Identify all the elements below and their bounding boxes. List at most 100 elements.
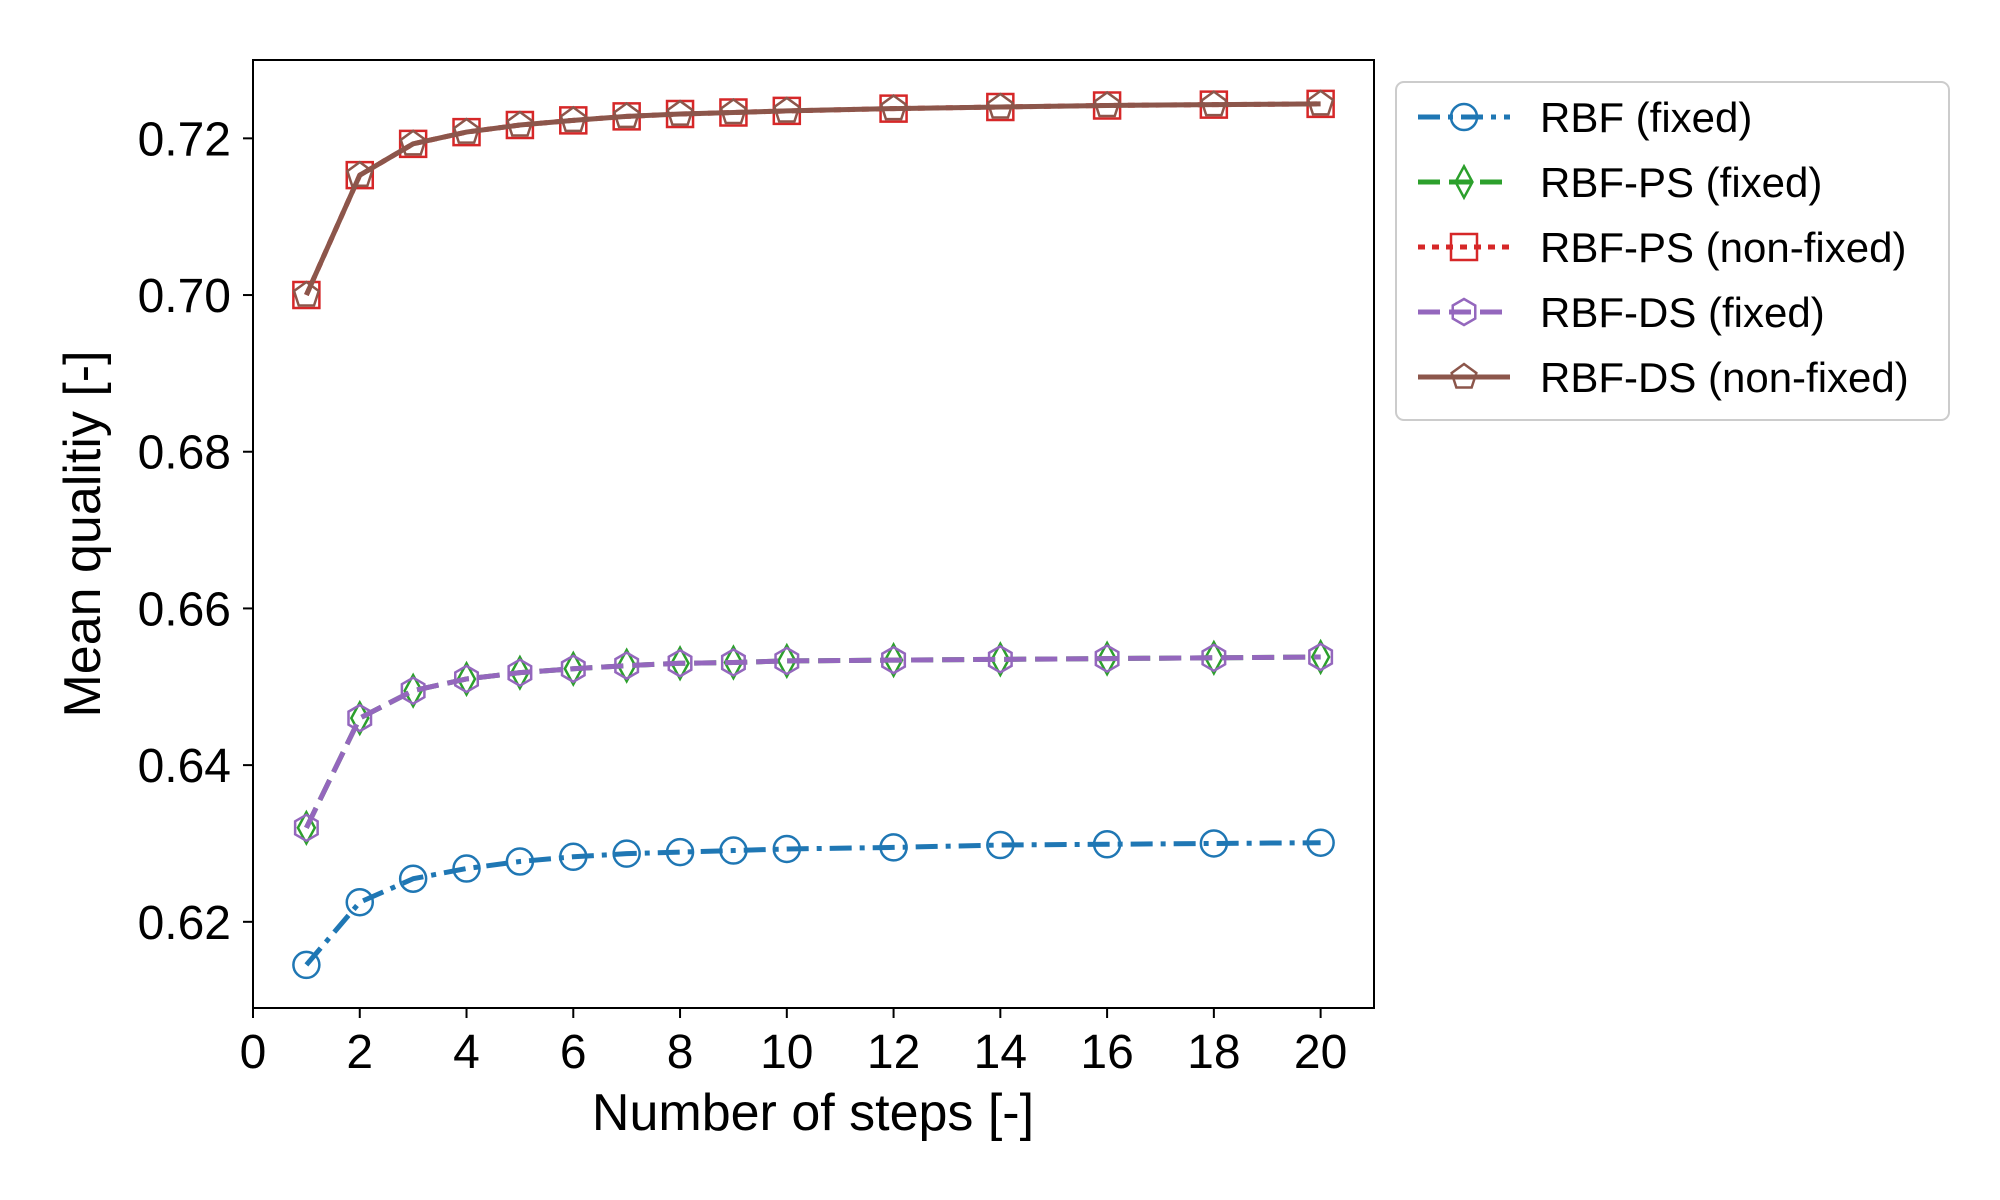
- data-point: [510, 654, 530, 691]
- x-tick-label: 10: [760, 1026, 813, 1079]
- legend-label: RBF-DS (non-fixed): [1540, 354, 1909, 401]
- data-point: [772, 96, 801, 123]
- data-point: [560, 654, 586, 684]
- x-tick-label: 0: [240, 1026, 267, 1079]
- x-tick-label: 12: [867, 1026, 920, 1079]
- data-point: [559, 842, 588, 872]
- data-point: [456, 660, 477, 698]
- data-point: [506, 110, 534, 137]
- data-point: [881, 645, 907, 675]
- data-point: [292, 950, 321, 980]
- data-point: [399, 129, 427, 156]
- data-point: [398, 864, 428, 893]
- data-point: [670, 645, 690, 682]
- data-point: [614, 651, 640, 681]
- x-tick-label: 18: [1187, 1026, 1240, 1079]
- data-point: [990, 641, 1011, 678]
- data-point: [1306, 828, 1335, 857]
- x-tick-label: 16: [1080, 1026, 1133, 1079]
- data-point: [1203, 639, 1224, 677]
- data-point: [719, 98, 748, 127]
- data-point: [986, 830, 1015, 860]
- data-point: [616, 647, 637, 684]
- data-point: [666, 99, 694, 126]
- data-point: [293, 813, 319, 843]
- legend: RBF (fixed) RBF-PS (fixed) RBF-PS (non-fix…: [1395, 81, 1950, 421]
- data-point: [345, 160, 375, 190]
- legend-item: RBF-PS (non-fixed): [1418, 224, 1906, 271]
- data-point: [505, 847, 535, 876]
- series-line: [304, 840, 1321, 967]
- series-4: [293, 642, 1334, 843]
- data-point: [1092, 830, 1122, 859]
- data-point: [507, 658, 533, 688]
- data-point: [986, 92, 1015, 119]
- data-point: [345, 160, 374, 187]
- data-point: [1199, 829, 1229, 858]
- y-tick-label: 0.72: [138, 113, 231, 166]
- y-axis-label: Mean qualitiy [-]: [54, 350, 112, 717]
- data-point: [563, 650, 584, 687]
- data-point: [612, 102, 641, 131]
- data-point: [400, 676, 426, 706]
- data-point: [559, 106, 588, 135]
- data-point: [452, 854, 481, 883]
- data-point: [986, 92, 1015, 122]
- data-point: [1097, 640, 1117, 677]
- legend-item: RBF-DS (non-fixed): [1418, 354, 1909, 401]
- data-point: [665, 99, 695, 129]
- data-point: [1306, 89, 1335, 116]
- legend-frame: [1395, 81, 1950, 421]
- data-point: [452, 117, 481, 144]
- data-point: [879, 833, 908, 862]
- data-point: [719, 97, 748, 125]
- data-point: [403, 672, 424, 709]
- x-tick-label: 14: [974, 1026, 1027, 1079]
- x-tick-label: 6: [560, 1026, 587, 1079]
- series-line: [304, 654, 1321, 829]
- data-point: [665, 837, 695, 867]
- data-point: [1199, 90, 1229, 119]
- data-point: [559, 105, 588, 133]
- data-point: [345, 887, 375, 917]
- x-axis: 0 2 4 6 8 10 12 14 16 18 20: [240, 1008, 1347, 1079]
- data-point: [296, 809, 317, 847]
- plot-frame: [252, 59, 1375, 1009]
- x-tick-label: 8: [667, 1026, 694, 1079]
- y-tick-label: 0.68: [138, 427, 231, 480]
- series-1: [292, 828, 1335, 980]
- data-point: [1092, 91, 1122, 120]
- y-tick-label: 0.64: [138, 740, 231, 793]
- y-axis: 0.62 0.64 0.66 0.68 0.70 0.72: [138, 113, 253, 950]
- data-point: [879, 94, 908, 121]
- data-point: [347, 703, 373, 733]
- data-point: [776, 642, 797, 680]
- y-tick-label: 0.70: [138, 270, 231, 323]
- legend-item: RBF-PS (fixed): [1418, 159, 1822, 206]
- data-point: [612, 101, 641, 129]
- x-tick-label: 2: [346, 1026, 373, 1079]
- data-point: [612, 839, 641, 868]
- data-point: [398, 129, 428, 159]
- data-point: [1308, 642, 1334, 672]
- data-point: [774, 646, 800, 676]
- series-line: [304, 101, 1321, 297]
- data-point: [1093, 90, 1121, 118]
- data-point: [879, 94, 908, 123]
- data-point: [719, 836, 748, 865]
- series-2: [296, 638, 1331, 847]
- data-point: [1306, 89, 1335, 119]
- y-tick-label: 0.62: [138, 897, 231, 950]
- data-point: [454, 664, 480, 694]
- legend-item: RBF-DS (fixed): [1418, 289, 1825, 336]
- legend-marker: [1449, 232, 1479, 262]
- y-tick-label: 0.66: [138, 583, 231, 636]
- x-tick-label: 20: [1294, 1026, 1347, 1079]
- legend-marker: [1449, 102, 1479, 132]
- legend-label: RBF (fixed): [1540, 94, 1752, 141]
- data-point: [1200, 90, 1228, 117]
- data-point: [723, 644, 744, 681]
- legend-marker: [1454, 163, 1474, 201]
- data-point: [505, 110, 535, 140]
